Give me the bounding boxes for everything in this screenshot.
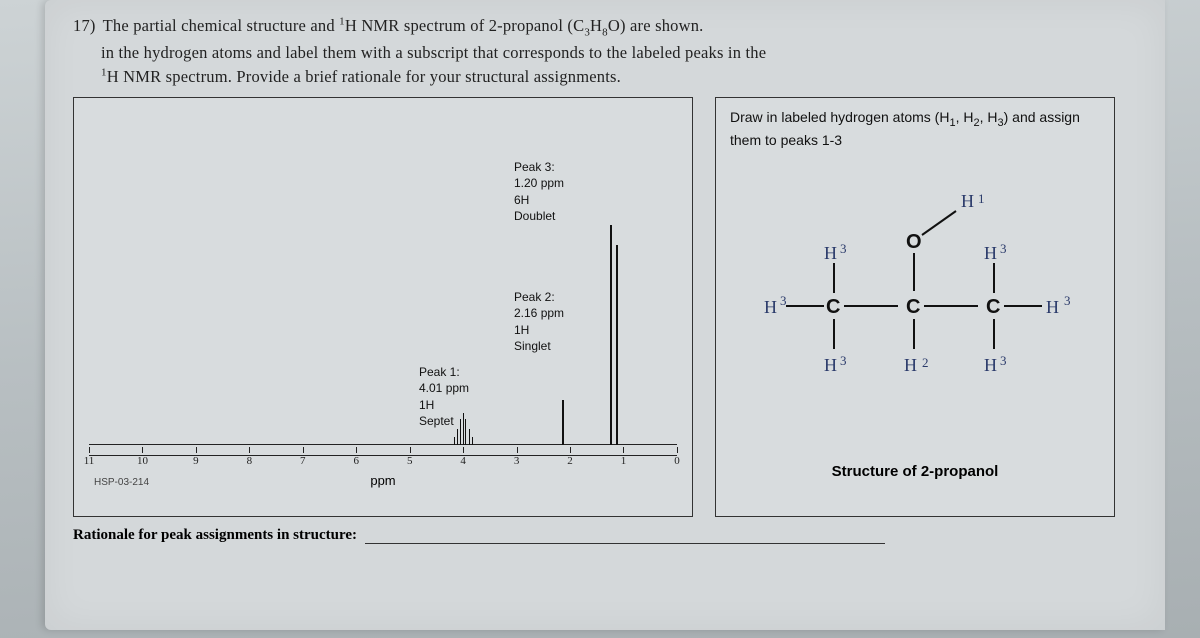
hand-h3l-sup: 3 — [780, 293, 787, 308]
xaxis-label: ppm — [370, 473, 395, 488]
atom-c3: C — [986, 296, 1000, 318]
tick-0: 0 — [667, 455, 687, 467]
peak2-line — [562, 400, 564, 445]
tick-6: 6 — [346, 455, 366, 467]
hand-h3b: H — [824, 355, 837, 375]
atom-c2: C — [906, 296, 920, 318]
hand-h3c-sup: 3 — [1000, 241, 1007, 256]
rationale-label: Rationale for peak assignments in struct… — [73, 527, 357, 543]
tick-5: 5 — [400, 455, 420, 467]
tick-2: 2 — [560, 455, 580, 467]
q-line3-wrap: 1H NMR spectrum. Provide a brief rationa… — [73, 65, 1137, 89]
structure-instructions: Draw in labeled hydrogen atoms (H1, H2, … — [730, 108, 1100, 150]
tick-3: 3 — [507, 455, 527, 467]
question-number: 17) — [73, 16, 96, 35]
baseline — [89, 444, 677, 445]
atom-o: O — [906, 231, 922, 253]
tick-7: 7 — [293, 455, 313, 467]
q-line1c: H — [590, 16, 602, 35]
nmr-spectrum-box: Peak 1: 4.01 ppm 1H Septet Peak 2: 2.16 … — [73, 97, 693, 517]
hand-h3a: H — [824, 243, 837, 263]
q-line3: H NMR spectrum. Provide a brief rational… — [107, 67, 621, 86]
structure-box: Draw in labeled hydrogen atoms (H1, H2, … — [715, 97, 1115, 517]
hand-h3r-sup: 3 — [1064, 293, 1071, 308]
tick-11: 11 — [79, 455, 99, 467]
tick-10: 10 — [132, 455, 152, 467]
hand-h3b-sup: 3 — [840, 353, 847, 368]
content-row: Peak 1: 4.01 ppm 1H Septet Peak 2: 2.16 … — [73, 97, 1137, 517]
rationale-blank-line — [365, 530, 885, 544]
hand-h3c: H — [984, 243, 997, 263]
plot-area: Peak 1: 4.01 ppm 1H Septet Peak 2: 2.16 … — [89, 113, 677, 456]
q-line1b: H NMR spectrum of 2-propanol (C — [345, 16, 584, 35]
hand-h1: H — [961, 191, 974, 211]
tick-9: 9 — [186, 455, 206, 467]
q-line2: in the hydrogen atoms and label them wit… — [73, 41, 1137, 65]
q-line1d: O) are shown. — [608, 16, 704, 35]
rationale-row: Rationale for peak assignments in struct… — [73, 527, 1137, 544]
peak3-label: Peak 3: 1.20 ppm 6H Doublet — [514, 143, 564, 224]
structure-caption: Structure of 2-propanol — [716, 463, 1114, 480]
tick-1: 1 — [613, 455, 633, 467]
hand-h3d: H — [984, 355, 997, 375]
peak2-label: Peak 2: 2.16 ppm 1H Singlet — [514, 273, 564, 354]
hand-h2-sup: 2 — [922, 355, 929, 370]
tick-4: 4 — [453, 455, 473, 467]
hand-h3r: H — [1046, 297, 1059, 317]
tick-8: 8 — [239, 455, 259, 467]
atom-c1: C — [826, 296, 840, 318]
question-text: 17) The partial chemical structure and 1… — [73, 14, 1137, 89]
hand-h3l: H — [764, 297, 777, 317]
hand-h1-sup: 1 — [978, 191, 985, 206]
peak3-line-a — [610, 225, 612, 445]
structure-drawing: C C C O — [746, 173, 1086, 413]
q-line1a: The partial chemical structure and — [103, 16, 340, 35]
peak1-label: Peak 1: 4.01 ppm 1H Septet — [419, 348, 469, 429]
peak3-line-b — [616, 245, 618, 445]
hand-h3d-sup: 3 — [1000, 353, 1007, 368]
hand-h2: H — [904, 355, 917, 375]
page: 17) The partial chemical structure and 1… — [45, 0, 1165, 630]
spectrum-code: HSP-03-214 — [94, 477, 149, 488]
hand-h3a-sup: 3 — [840, 241, 847, 256]
